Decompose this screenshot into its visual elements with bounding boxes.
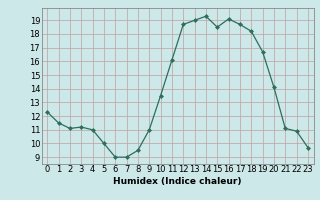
X-axis label: Humidex (Indice chaleur): Humidex (Indice chaleur) (113, 177, 242, 186)
